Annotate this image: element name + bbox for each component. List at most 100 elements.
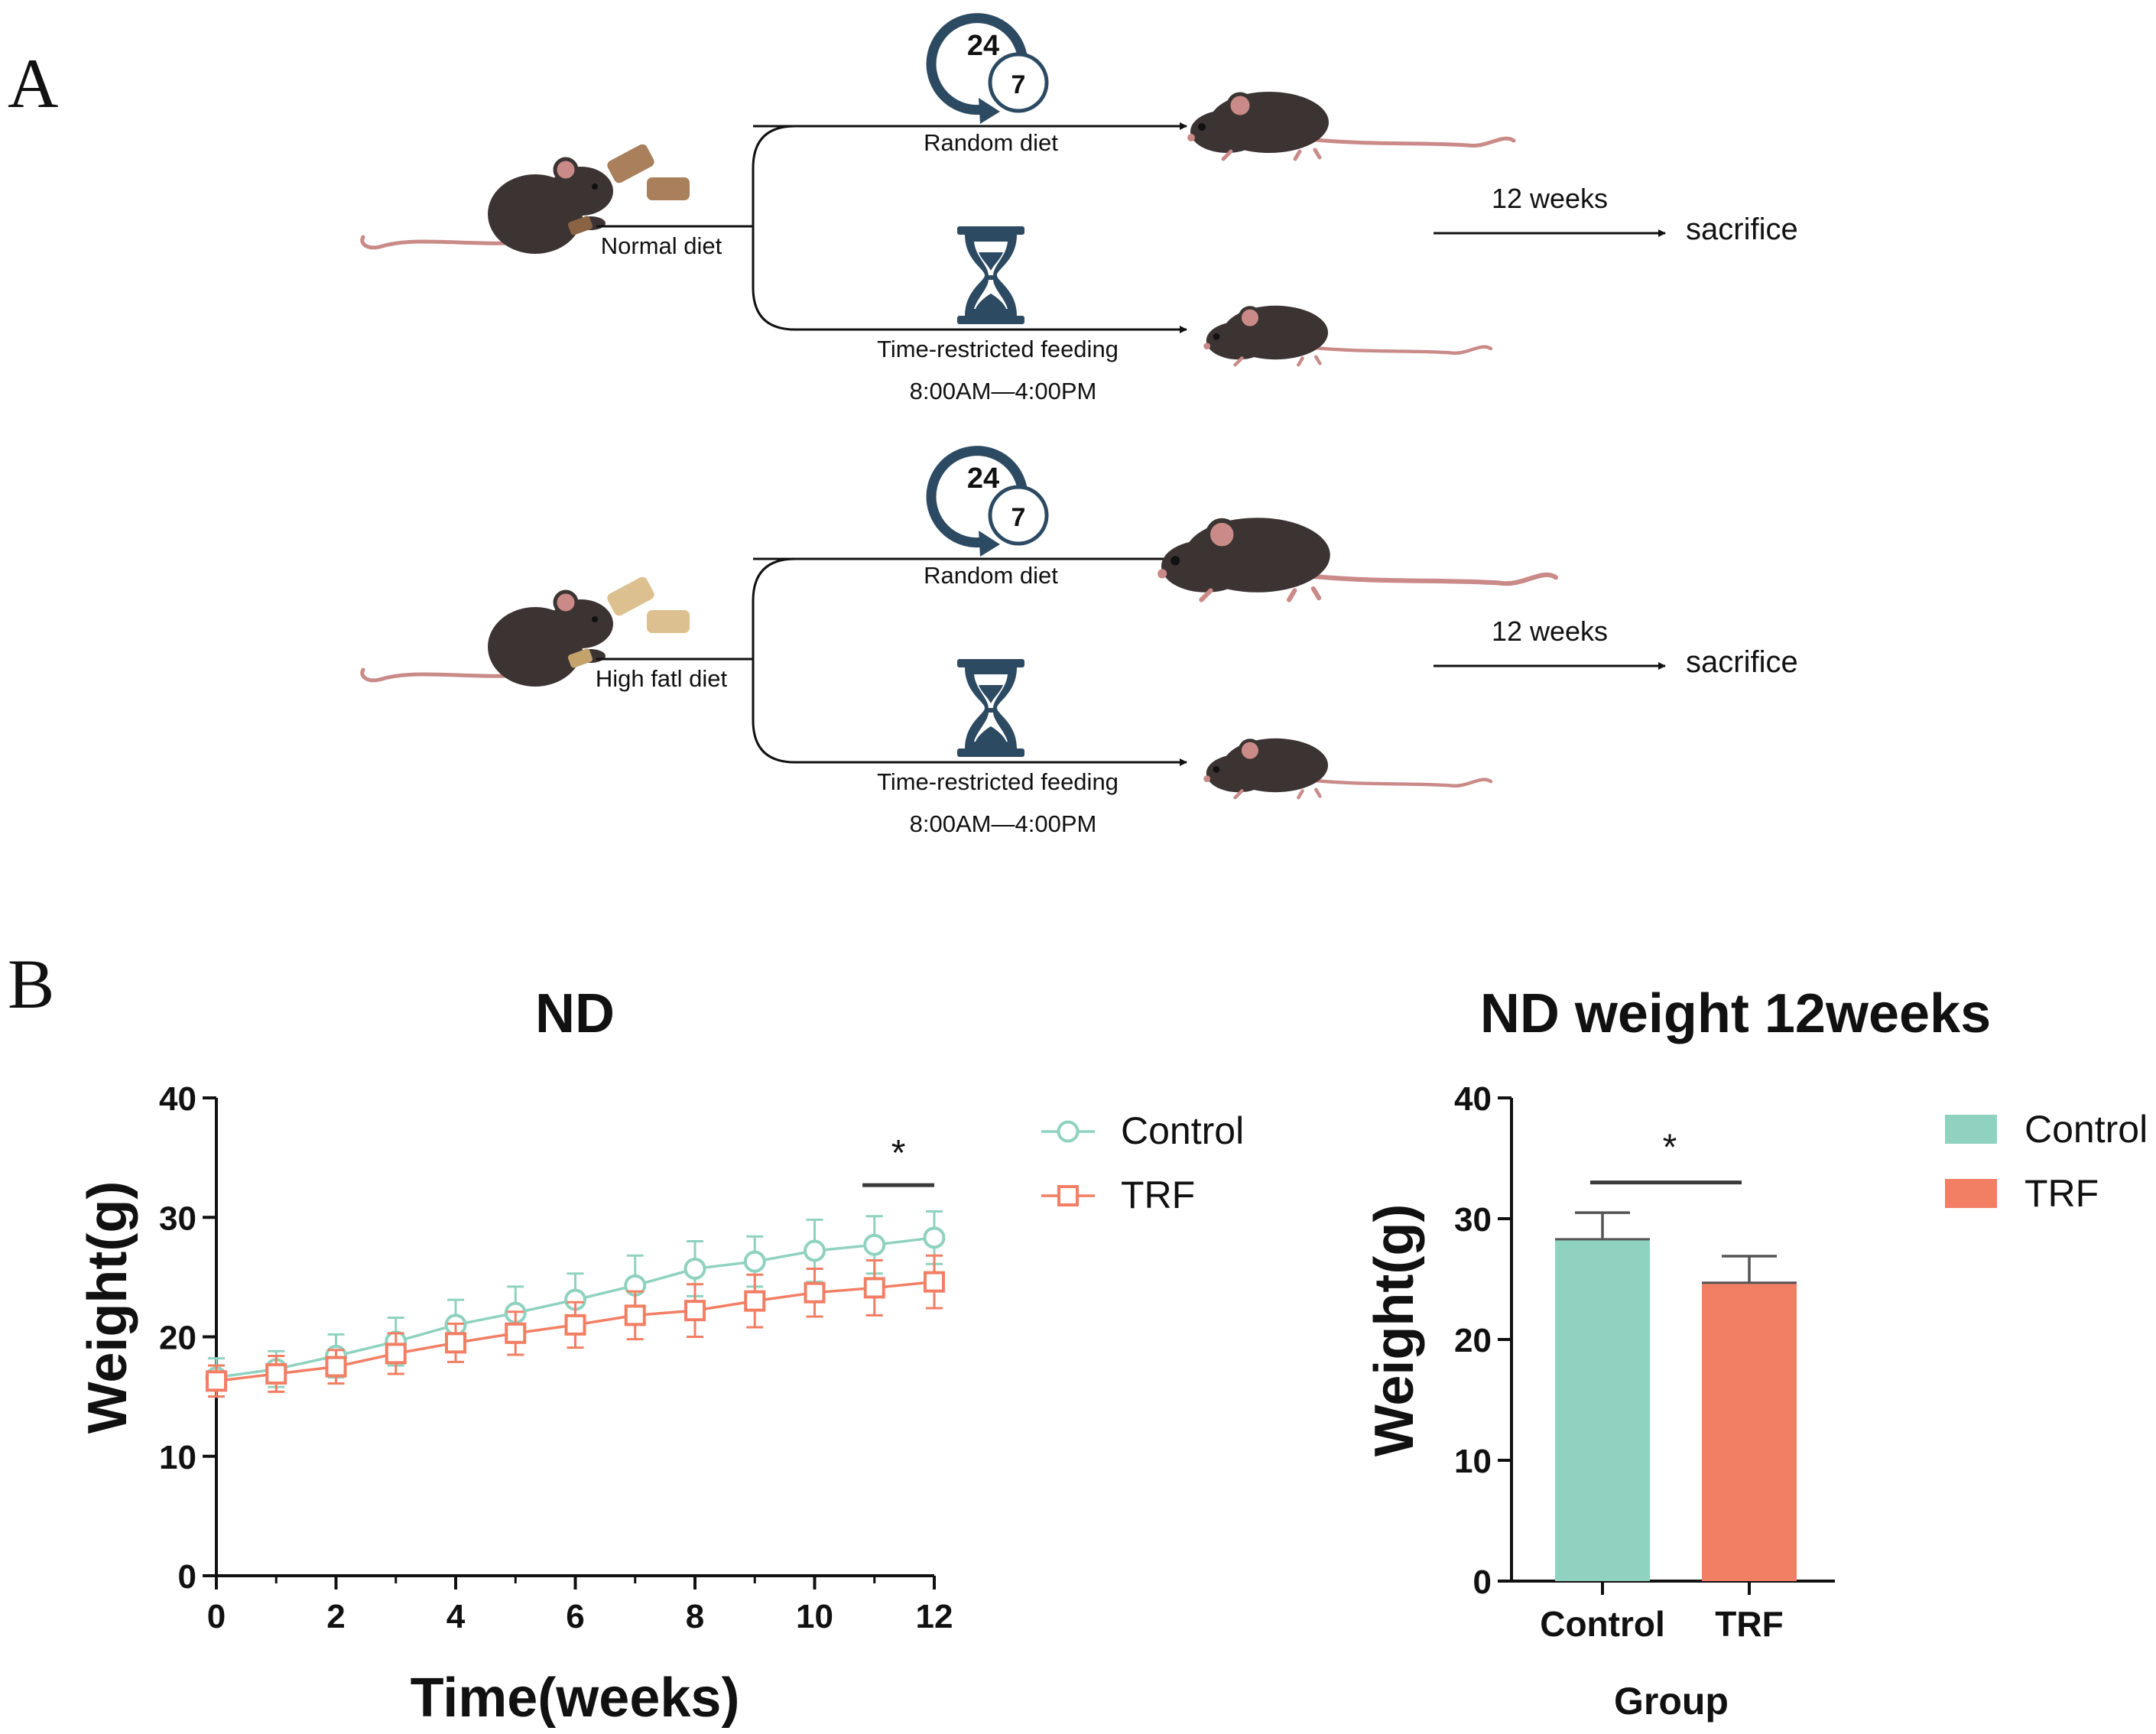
bar-control: Control [1540,1211,1665,1644]
series-trf [206,1254,945,1398]
bar-trf: TRF [1702,1255,1797,1644]
x-tick-label: TRF [1715,1604,1783,1644]
data-point [624,1304,646,1326]
bar-chart-xlabel: Group [1614,1680,1729,1723]
panel-a: A Normal diet 24 7 Random diet Time-restrict… [8,13,1798,837]
y-tick-label: 40 [159,1080,196,1118]
diet-label: High fatl diet [596,665,728,692]
bar [1702,1282,1797,1581]
duration-label: 12 weeks [1492,615,1608,647]
diet-group: Normal diet 24 7 Random diet Time-restricted… [362,13,1798,404]
y-tick-label: 10 [159,1439,196,1476]
mouse-icon [1203,306,1491,365]
diet-label: Normal diet [601,232,722,259]
mouse-eating-icon [362,159,613,254]
lower-label: Time-restricted feeding [877,336,1119,362]
data-point [564,1313,586,1336]
x-tick-label: 6 [566,1598,584,1635]
legend-label: Control [2024,1108,2148,1151]
y-tick-label: 40 [1454,1080,1492,1118]
legend-label: Control [1121,1109,1244,1152]
legend-item-trf: TRF [1041,1174,1195,1216]
food-pellet-icon [567,576,690,668]
line-chart-legend: Control TRF [1041,1109,1244,1216]
mouse-icon [1203,739,1491,797]
line-chart-xlabel: Time(weeks) [411,1667,740,1729]
mouse-icon [1187,92,1514,159]
y-tick-label: 0 [178,1558,196,1596]
data-point [804,1239,826,1262]
upper-label: Random diet [924,562,1058,589]
clock-badge: 7 [1011,503,1026,532]
mouse-icon [1158,518,1556,599]
y-tick-label: 30 [1454,1201,1492,1239]
bar-chart-bars: Control TRF [1540,1211,1797,1644]
data-point [804,1281,826,1304]
bar-chart-title: ND weight 12weeks [1480,983,1991,1044]
bar-chart-legend: Control TRF [1945,1108,2148,1215]
line-chart: ND Time(weeks) Weight(g) 0 10 20 30 40 0 2 4 6 8 1… [77,983,1244,1729]
panel-a-label: A [8,44,58,122]
panel-a-groups: Normal diet 24 7 Random diet Time-restricted… [362,13,1798,837]
food-pellet [567,216,593,235]
data-point [924,1271,945,1293]
legend-item-trf: TRF [1945,1172,2099,1215]
data-point [206,1370,227,1392]
y-tick-label: 30 [159,1200,196,1237]
x-tick-label: 12 [916,1598,953,1635]
bar [1555,1239,1650,1581]
data-point [863,1277,885,1299]
upper-label: Random diet [924,129,1058,156]
clock-badge-circle [988,52,1049,113]
diet-group: High fatl diet 24 7 Random diet Time-restric… [362,446,1798,837]
legend-label: TRF [2024,1172,2099,1215]
branch-arrow [752,557,1187,766]
data-point [325,1356,347,1378]
duration-label: 12 weeks [1492,183,1608,214]
line-chart-axes: 0 10 20 30 40 0 2 4 6 8 10 12 [159,1080,953,1635]
line-chart-significance: * [862,1133,934,1187]
lower-time: 8:00AM—4:00PM [910,378,1097,404]
x-tick-label: 0 [207,1598,226,1635]
bar-chart-axes: 0 10 20 30 40 [1454,1080,1835,1601]
food-pellet-icon [567,144,690,235]
legend-label: TRF [1121,1174,1195,1216]
clock-arrowhead [979,98,1000,124]
clock-24-7-icon: 24 7 [926,446,1049,557]
hourglass-icon [957,659,1024,757]
hourglass-icon [957,226,1024,324]
data-point [265,1362,287,1385]
x-tick-label: 10 [796,1598,833,1635]
food-pellet [647,610,690,633]
endpoint-label: sacrifice [1686,645,1798,679]
line-chart-series [205,1210,946,1398]
y-tick-label: 0 [1473,1564,1492,1601]
data-point [863,1233,886,1256]
legend-marker [1057,1120,1080,1143]
panel-b: B ND Time(weeks) Weight(g) 0 10 20 30 40 0 2 4 6… [8,945,2148,1729]
food-pellet [607,576,654,616]
clock-badge: 7 [1011,70,1026,99]
clock-arrowhead [979,531,1000,557]
data-point [385,1343,407,1365]
clock-number: 24 [967,463,999,495]
food-pellet [647,177,690,200]
clock-arc [926,13,1028,115]
data-point [923,1226,946,1249]
data-point [445,1332,466,1354]
x-tick-label: 4 [446,1598,466,1635]
legend-swatch [1945,1179,1997,1208]
lower-time: 8:00AM—4:00PM [910,810,1097,837]
data-point [743,1250,766,1273]
legend-swatch [1945,1115,1997,1144]
legend-marker [1057,1185,1079,1206]
data-point [684,1300,706,1322]
y-tick-label: 20 [159,1320,196,1357]
data-point [505,1322,527,1344]
endpoint-label: sacrifice [1686,213,1798,246]
line-chart-title: ND [535,983,615,1044]
clock-number: 24 [967,30,999,62]
clock-badge-circle [988,485,1049,546]
x-tick-label: 8 [686,1598,704,1635]
